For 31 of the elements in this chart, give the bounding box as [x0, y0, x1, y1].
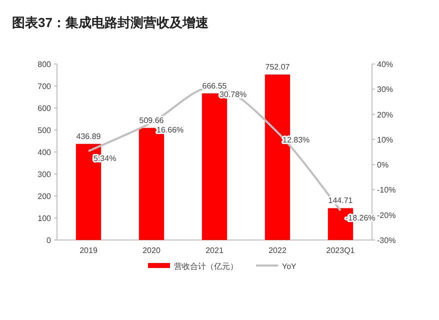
data-label: 509.66: [139, 116, 164, 125]
y-tick-label: 700: [38, 82, 52, 91]
y-tick-label: 100: [38, 214, 52, 223]
y2-tick-label: -20%: [377, 210, 396, 220]
y2-tick-label: 20%: [377, 110, 394, 120]
y-tick-label: 0: [46, 236, 52, 245]
x-tick-label: 2021: [206, 246, 224, 255]
data-label: 752.07: [265, 62, 290, 72]
data-label: 144.71: [328, 196, 354, 206]
data-label: 30.78%: [220, 90, 247, 100]
data-label: 666.55: [202, 81, 228, 90]
y2-tick-label: 40%: [377, 60, 394, 69]
y-tick-label: 400: [38, 148, 52, 157]
y2-tick-label: -30%: [377, 236, 396, 245]
x-tick-label: 2020: [142, 246, 161, 255]
legend-label: 营收合计（亿元）: [174, 262, 238, 271]
data-label: 436.89: [76, 132, 102, 141]
x-tick-label: 2019: [80, 246, 98, 255]
x-tick-label: 2022: [268, 246, 287, 255]
y-tick-label: 500: [38, 126, 52, 135]
y2-tick-label: -10%: [377, 186, 396, 195]
x-tick-label: 2023Q1: [326, 246, 356, 255]
y-tick-label: 800: [38, 60, 52, 69]
y-tick-label: 200: [38, 192, 52, 201]
y-tick-label: 600: [38, 104, 52, 113]
legend-label: YoY: [282, 262, 298, 271]
chart-title: 图表37：集成电路封测营收及增速: [12, 15, 210, 30]
y2-tick-label: 0%: [377, 160, 389, 170]
y-tick-label: 300: [38, 170, 52, 179]
y2-tick-label: 30%: [377, 85, 394, 94]
y2-tick-label: 10%: [377, 135, 394, 144]
